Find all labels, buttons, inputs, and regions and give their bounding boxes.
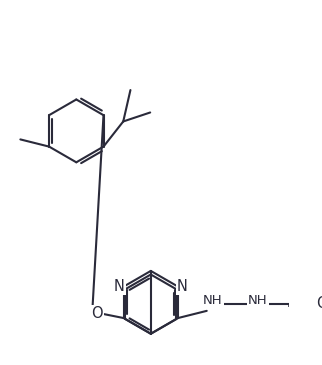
Text: NH: NH: [248, 293, 268, 307]
Text: N: N: [114, 279, 125, 294]
Text: O: O: [91, 306, 102, 321]
Text: NH: NH: [203, 293, 223, 307]
Text: N: N: [177, 279, 188, 294]
Text: O: O: [316, 296, 322, 311]
